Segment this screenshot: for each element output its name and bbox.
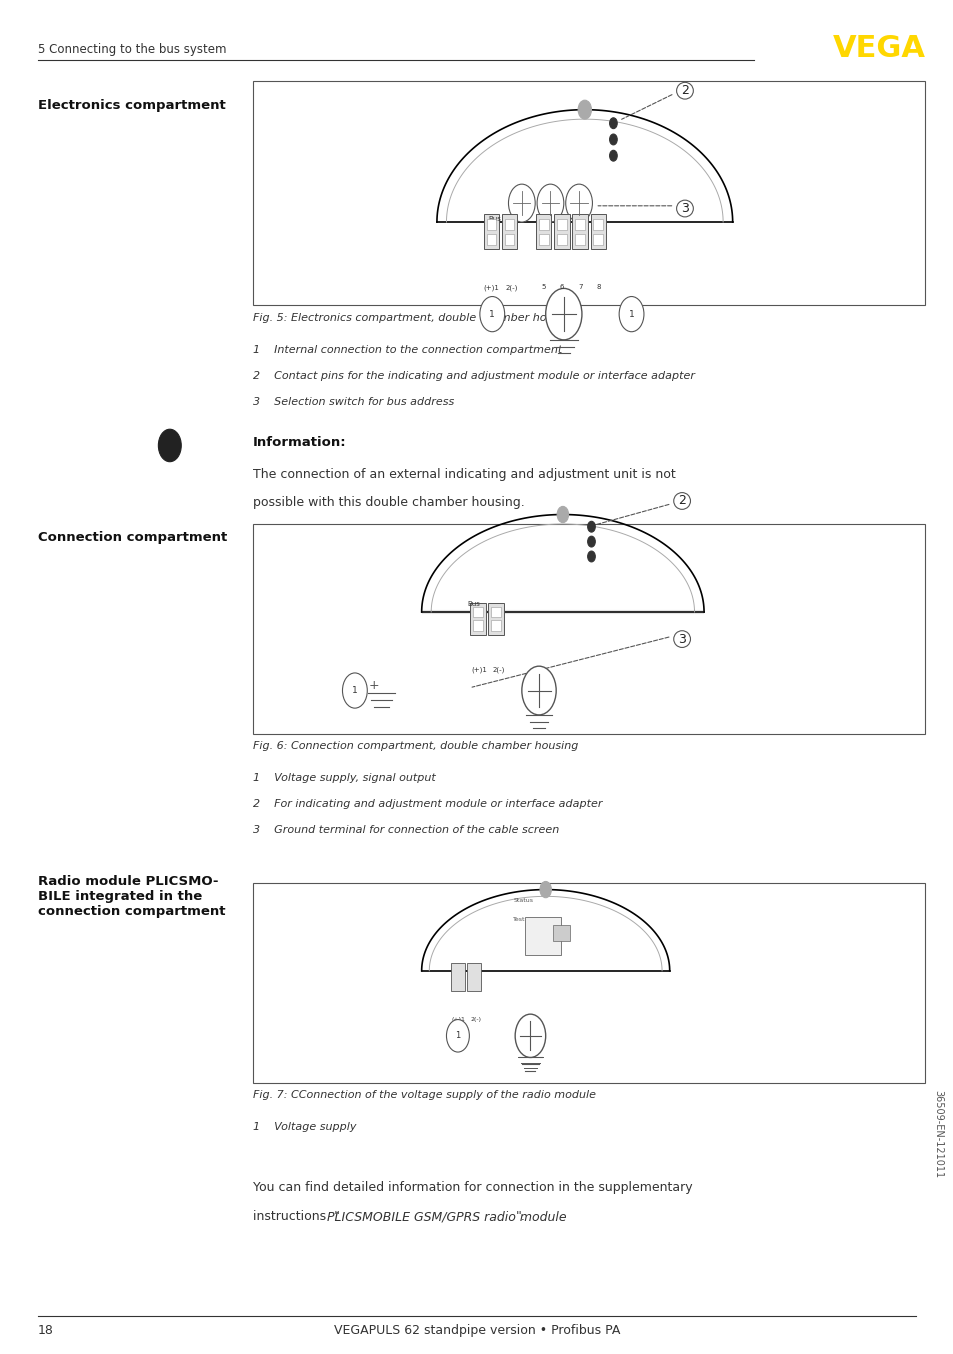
- Text: (+)1: (+)1: [471, 666, 487, 673]
- Text: 1: 1: [352, 686, 357, 695]
- Bar: [590, 214, 605, 249]
- Text: 2: 2: [680, 84, 688, 97]
- Bar: [575, 219, 584, 230]
- Text: Test: Test: [513, 917, 525, 922]
- Bar: [451, 963, 464, 991]
- Circle shape: [618, 297, 643, 332]
- Text: 1    Voltage supply: 1 Voltage supply: [253, 1122, 355, 1132]
- Text: Information:: Information:: [253, 436, 346, 450]
- Text: 5: 5: [541, 284, 546, 290]
- Circle shape: [587, 551, 595, 562]
- Bar: [486, 219, 496, 230]
- Text: Fig. 7: CConnection of the voltage supply of the radio module: Fig. 7: CConnection of the voltage suppl…: [253, 1090, 596, 1099]
- Bar: [554, 214, 569, 249]
- Text: 2(-): 2(-): [505, 284, 517, 291]
- Text: Bus: Bus: [467, 601, 479, 607]
- Text: 7: 7: [578, 284, 582, 290]
- Text: Bus: Bus: [488, 217, 500, 222]
- Circle shape: [515, 1014, 545, 1057]
- Bar: [483, 214, 498, 249]
- Text: 36509-EN-121011: 36509-EN-121011: [933, 1090, 943, 1178]
- Circle shape: [158, 429, 181, 462]
- Text: 1    Internal connection to the connection compartment: 1 Internal connection to the connection …: [253, 345, 561, 355]
- Text: Fig. 6: Connection compartment, double chamber housing: Fig. 6: Connection compartment, double c…: [253, 741, 578, 750]
- Circle shape: [446, 1020, 469, 1052]
- Bar: [501, 214, 517, 249]
- Circle shape: [578, 100, 591, 119]
- Bar: [467, 963, 480, 991]
- Circle shape: [508, 184, 535, 222]
- Text: 2    For indicating and adjustment module or interface adapter: 2 For indicating and adjustment module o…: [253, 799, 601, 808]
- Circle shape: [609, 150, 617, 161]
- Circle shape: [545, 288, 581, 340]
- Text: 2    Contact pins for the indicating and adjustment module or interface adapter: 2 Contact pins for the indicating and ad…: [253, 371, 694, 380]
- Text: 1: 1: [489, 310, 495, 318]
- Bar: [488, 603, 503, 635]
- Text: Radio module PLICSMO-
BILE integrated in the
connection compartment: Radio module PLICSMO- BILE integrated in…: [38, 875, 226, 918]
- Text: 3: 3: [678, 632, 685, 646]
- Text: Electronics compartment: Electronics compartment: [38, 99, 226, 112]
- Bar: [473, 620, 482, 631]
- Text: You can find detailed information for connection in the supplementary: You can find detailed information for co…: [253, 1181, 692, 1194]
- Text: 3    Ground terminal for connection of the cable screen: 3 Ground terminal for connection of the …: [253, 825, 558, 834]
- FancyBboxPatch shape: [253, 883, 924, 1083]
- Bar: [491, 620, 500, 631]
- Circle shape: [587, 521, 595, 532]
- FancyBboxPatch shape: [253, 81, 924, 305]
- Text: Connection compartment: Connection compartment: [38, 531, 227, 544]
- Bar: [593, 234, 602, 245]
- Bar: [470, 603, 485, 635]
- Text: Fig. 5: Electronics compartment, double chamber housing: Fig. 5: Electronics compartment, double …: [253, 313, 576, 322]
- Text: 1: 1: [628, 310, 634, 318]
- Circle shape: [609, 118, 617, 129]
- Circle shape: [587, 536, 595, 547]
- Circle shape: [342, 673, 367, 708]
- Text: 6: 6: [559, 284, 564, 290]
- Bar: [491, 607, 500, 617]
- Text: 3: 3: [680, 202, 688, 215]
- Text: 3    Selection switch for bus address: 3 Selection switch for bus address: [253, 397, 454, 406]
- Text: VEGAPULS 62 standpipe version • Profibus PA: VEGAPULS 62 standpipe version • Profibus…: [334, 1324, 619, 1338]
- Bar: [538, 234, 548, 245]
- Bar: [538, 219, 548, 230]
- Circle shape: [609, 134, 617, 145]
- Text: (+)1: (+)1: [483, 284, 499, 291]
- Text: Status: Status: [513, 898, 533, 903]
- Text: ".: ".: [516, 1210, 525, 1224]
- Text: 2(-): 2(-): [492, 666, 504, 673]
- Text: 2: 2: [678, 494, 685, 508]
- Bar: [553, 925, 570, 941]
- Text: VEGA: VEGA: [832, 34, 924, 62]
- Text: 5 Connecting to the bus system: 5 Connecting to the bus system: [38, 43, 227, 57]
- Circle shape: [521, 666, 556, 715]
- Text: PLICSMOBILE GSM/GPRS radio module: PLICSMOBILE GSM/GPRS radio module: [327, 1210, 566, 1224]
- Bar: [473, 607, 482, 617]
- Bar: [593, 219, 602, 230]
- Bar: [486, 234, 496, 245]
- Bar: [572, 214, 587, 249]
- Text: 1: 1: [455, 1032, 460, 1040]
- Text: 8: 8: [596, 284, 600, 290]
- Bar: [557, 234, 566, 245]
- Bar: [504, 234, 514, 245]
- Text: instructions  ": instructions ": [253, 1210, 339, 1224]
- Text: The connection of an external indicating and adjustment unit is not: The connection of an external indicating…: [253, 468, 675, 482]
- Bar: [557, 219, 566, 230]
- Text: 2(-): 2(-): [470, 1017, 481, 1022]
- Text: (+)1: (+)1: [451, 1017, 465, 1022]
- Circle shape: [557, 506, 568, 523]
- Bar: [575, 234, 584, 245]
- Circle shape: [537, 184, 563, 222]
- Bar: [504, 219, 514, 230]
- Text: possible with this double chamber housing.: possible with this double chamber housin…: [253, 496, 524, 509]
- Circle shape: [539, 881, 551, 898]
- Circle shape: [565, 184, 592, 222]
- Circle shape: [479, 297, 504, 332]
- Text: +: +: [368, 678, 379, 692]
- Text: 18: 18: [38, 1324, 54, 1338]
- Bar: [524, 917, 560, 955]
- Bar: [536, 214, 551, 249]
- Text: 1    Voltage supply, signal output: 1 Voltage supply, signal output: [253, 773, 436, 783]
- FancyBboxPatch shape: [253, 524, 924, 734]
